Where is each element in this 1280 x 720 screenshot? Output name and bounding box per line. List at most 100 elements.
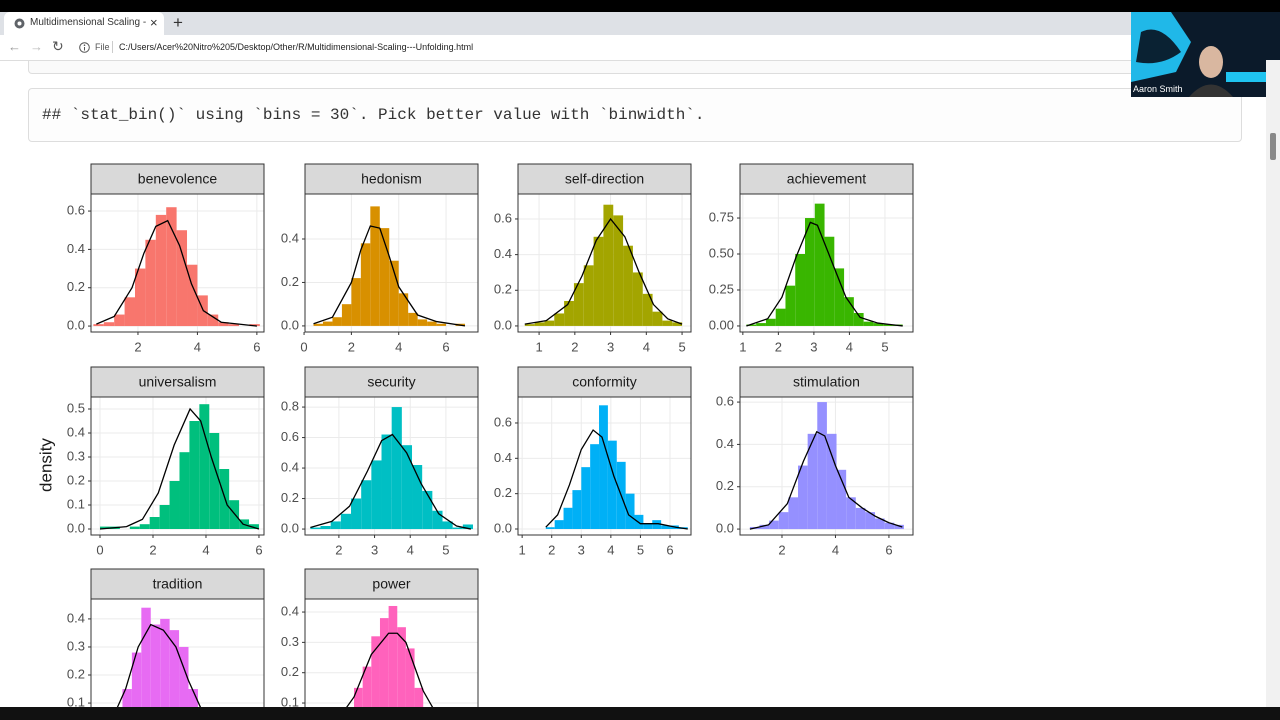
forward-button[interactable]: → [30, 39, 43, 54]
tab[interactable]: Multidimensional Scaling - Unfol × [4, 12, 164, 35]
strip-title: tradition [153, 576, 203, 592]
histogram-bar [408, 312, 418, 326]
x-tick-label: 2 [571, 339, 578, 354]
histogram-bar [310, 527, 321, 530]
bottom-strip [0, 707, 1280, 720]
x-tick-label: 6 [666, 542, 673, 557]
histogram-bar [405, 648, 415, 720]
x-tick-label: 0 [300, 339, 307, 354]
x-tick-label: 3 [810, 339, 817, 354]
histogram-bar [853, 313, 864, 326]
histogram-bar [554, 313, 565, 326]
y-tick-label: 0.2 [67, 472, 85, 487]
histogram-bar [207, 314, 219, 327]
y-tick-label: 0.6 [494, 210, 512, 225]
scrollbar[interactable] [1266, 60, 1280, 707]
histogram-bar [141, 607, 151, 720]
histogram-bar [188, 689, 198, 720]
histogram-bar [642, 293, 653, 326]
url[interactable]: C:/Users/Acer%20Nitro%205/Desktop/Other/… [119, 42, 474, 52]
y-tick-label: 0.0 [494, 317, 512, 332]
x-tick-label: 5 [637, 542, 644, 557]
facet: 0.0 0.2 0.4 0.6 2 4 6 stimulation [716, 366, 914, 557]
histogram-bar [603, 204, 614, 326]
tab-close[interactable]: × [150, 15, 158, 30]
histogram-bar [354, 687, 363, 720]
histogram-bar [417, 319, 428, 326]
x-tick-label: 2 [348, 339, 355, 354]
histogram-bar [228, 324, 240, 327]
histogram-bar [775, 308, 786, 326]
facet: 0.0 0.2 0.4 0 2 4 6 hedonism [281, 163, 479, 354]
strip [90, 366, 265, 398]
strip-title: security [367, 374, 415, 390]
histogram-bar [341, 304, 352, 326]
histogram-bar [462, 524, 474, 530]
histogram-bar [652, 311, 663, 326]
histogram-bar [581, 467, 591, 529]
y-tick-label: 0.1 [67, 694, 85, 709]
y-tick-label: 0.2 [494, 485, 512, 500]
x-tick-label: 3 [371, 542, 378, 557]
y-tick-label: 0.1 [281, 694, 299, 709]
strip [739, 163, 914, 195]
histogram-bar [814, 203, 825, 326]
info-icon[interactable] [79, 42, 90, 53]
histogram-bar [320, 526, 331, 530]
histogram-bar [313, 323, 323, 326]
histogram-bar [798, 465, 808, 530]
histogram-bar [422, 490, 433, 530]
histogram-bar [534, 322, 545, 326]
histogram-bar [179, 646, 189, 720]
panel-content [518, 397, 691, 535]
histogram-bar [826, 433, 837, 530]
x-tick-label: 6 [255, 542, 262, 557]
reload-button[interactable]: ↻ [52, 38, 64, 54]
histogram-bar [875, 518, 885, 530]
y-tick-label: 0.0 [494, 520, 512, 535]
y-tick-label: 0.2 [281, 490, 299, 505]
facet: 0.1 0.2 0.3 0.4 tradition [67, 568, 265, 720]
x-tick-label: 4 [643, 339, 650, 354]
histogram-bar [219, 469, 230, 529]
facet: 0.00 0.25 0.50 0.75 1 2 3 4 5 achievement [709, 163, 914, 354]
x-tick-label: 4 [194, 339, 201, 354]
webcam-image [1131, 12, 1280, 97]
y-tick-label: 0.6 [67, 202, 85, 217]
histogram-bar [131, 652, 142, 720]
density-line [99, 407, 260, 530]
y-tick-label: 0.2 [281, 274, 299, 289]
histogram-bar [834, 268, 845, 326]
histogram-bar [795, 254, 806, 326]
new-tab[interactable]: + [173, 13, 183, 32]
histogram-bar [863, 321, 874, 326]
histogram-bar [573, 283, 584, 326]
histogram-bar [563, 507, 573, 529]
scrollbar-thumb[interactable] [1270, 133, 1276, 160]
facet: 0.0 0.1 0.2 0.3 0.4 0.5 0 2 4 6 universalism [67, 366, 265, 557]
back-button[interactable]: ← [8, 39, 21, 54]
histogram-bar [427, 321, 437, 326]
density-line [310, 433, 472, 530]
letterbox [0, 0, 1280, 12]
code-output: ## `stat_bin()` using `bins = 30`. Pick … [42, 106, 705, 124]
histogram-bar [332, 317, 342, 326]
histogram-bar [756, 323, 766, 326]
strip-title: hedonism [361, 171, 422, 187]
histogram-bar [583, 265, 594, 326]
x-tick-label: 4 [202, 542, 209, 557]
histogram-bar [371, 636, 380, 720]
histogram-bar [661, 525, 671, 529]
density-line [313, 225, 466, 327]
density-line [746, 221, 903, 327]
strip [304, 366, 479, 398]
panel-content [305, 397, 478, 535]
x-tick-label: 4 [846, 339, 853, 354]
histogram-bar [176, 230, 188, 327]
histogram-bar [249, 324, 260, 327]
histogram-bar [187, 264, 198, 327]
panel-content [91, 397, 264, 535]
panel-content [740, 194, 913, 332]
